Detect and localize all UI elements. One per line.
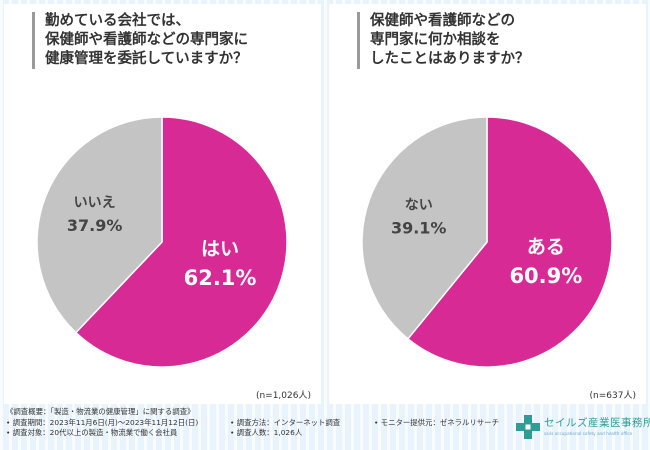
chart-title-line: 健康管理を委託していますか？ <box>45 51 248 67</box>
chart-panel-right: 保健師や看護師などの 専門家に何か相談を したことはありますか？ ある 60.9%… <box>329 4 646 404</box>
chart-title-line: 専門家に何か相談を <box>370 32 501 48</box>
chart-title-line: したことはありますか？ <box>370 51 530 67</box>
chart-title-line: 保健師や看護師などの <box>370 13 515 29</box>
chart-panel-left: 勤めている会社では、 保健師や看護師などの専門家に 健康管理を委託していますか？… <box>4 4 321 404</box>
survey-method: • 調査方法：インターネット調査 <box>230 417 341 427</box>
pie-category-label: はい <box>201 238 239 260</box>
chart-title-line: 勤めている会社では、 <box>45 13 190 29</box>
cross-logo-icon <box>516 415 540 439</box>
chart-title-line: 保健師や看護師などの専門家に <box>45 32 248 48</box>
survey-target: • 調査対象：20代以上の製造・物流業で働く会社員 <box>6 428 178 437</box>
pie-chart-left: はい 62.1% いいえ 37.9% <box>36 116 288 368</box>
logo-company-name: セイルズ産業医事務所 <box>544 417 650 429</box>
pie-category-label: ある <box>527 236 565 258</box>
survey-period: • 調査期間：2023年11月6日(月)～2023年11月12日(日) <box>6 417 199 427</box>
pie-value-label: 62.1% <box>184 266 257 290</box>
pie-slice-major <box>406 116 613 368</box>
pie-category-label: いいえ <box>74 195 116 211</box>
logo-tagline: sails occupational safety and health off… <box>544 431 633 436</box>
sample-size-label: (n=1,026人) <box>255 391 311 401</box>
pie-category-label: ない <box>405 198 433 214</box>
survey-monitor-provider: • モニター提供元：ゼネラルリサーチ <box>374 417 499 427</box>
company-logo: セイルズ産業医事務所 sails occupational safety and… <box>516 413 650 443</box>
survey-respondents: • 調査人数：1,026人 <box>230 428 303 437</box>
survey-summary-heading: 《調査概要：「製造・物流業の健康管理」に関する調査》 <box>6 407 195 416</box>
chart-title-right: 保健師や看護師などの 専門家に何か相談を したことはありますか？ <box>357 12 645 69</box>
pie-value-label: 39.1% <box>391 219 447 238</box>
pie-value-label: 60.9% <box>509 264 582 288</box>
pie-slice-minor <box>36 116 163 334</box>
pie-slice-major <box>74 116 288 368</box>
survey-footer: 《調査概要：「製造・物流業の健康管理」に関する調査》 • 調査期間：2023年1… <box>6 407 506 439</box>
pie-slice-minor <box>361 116 488 340</box>
pie-value-label: 37.9% <box>67 216 123 235</box>
sample-size-label: (n=637人) <box>589 391 636 401</box>
chart-title-left: 勤めている会社では、 保健師や看護師などの専門家に 健康管理を委託していますか？ <box>32 12 320 69</box>
pie-chart-right: ある 60.9% ない 39.1% <box>361 116 613 368</box>
